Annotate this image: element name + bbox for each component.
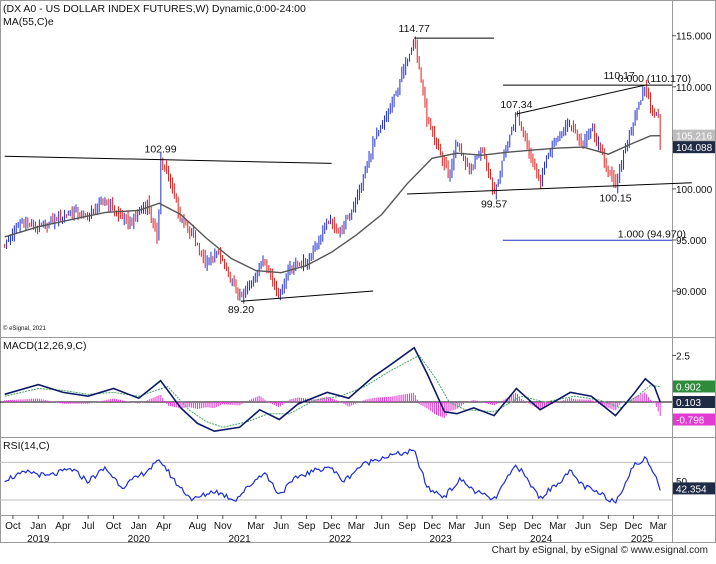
x-month-label: Nov [214,521,232,532]
ma-value-tag-bg [673,129,715,142]
x-month-label: Mar [650,521,668,532]
x-month-label: Oct [106,521,122,532]
x-month-label: Jun [575,521,591,532]
trendline [407,182,692,195]
x-month-label: Jun [374,521,390,532]
macd-histogram [4,392,661,419]
price-annotation: 102.99 [145,143,177,155]
x-month-label: Dec [423,521,441,532]
macd-y-tick-label: 2.5 [676,351,690,362]
price-y-tick-label: 100.000 [676,185,713,196]
x-month-label: Sep [398,521,416,532]
macd-line [4,346,661,433]
price-y-tick-label: 90.000 [676,287,707,298]
x-month-label: Jun [273,521,289,532]
macd-value-tag-bg [673,413,715,426]
x-year-label: 2019 [27,534,50,545]
price-chart-title: (DX A0 - US DOLLAR INDEX FUTURES,W) Dyna… [3,3,306,15]
x-month-label: Dec [524,521,542,532]
macd-value-tag: -0.798 [676,415,705,426]
ma-indicator-label: MA(55,C)e [3,16,54,28]
price-candles [4,36,661,304]
price-y-tick-label: 115.000 [676,32,712,43]
x-month-label: Jun [474,521,490,532]
x-month-label: Jul [82,521,95,532]
ma-line [4,135,661,274]
x-month-label: Jan [30,521,46,532]
x-month-label: Mar [549,521,567,532]
x-month-label: Sep [298,521,316,532]
price-watermark: © eSignal, 2021 [3,325,46,332]
macd-title: MACD(12,26,9,C) [3,340,86,352]
rsi-title: RSI(14,C) [3,440,50,452]
x-year-label: 2024 [530,534,553,545]
rsi-value-tag-bg [673,482,715,495]
x-year-label: 2025 [631,534,654,545]
fib-level-label: 1.000 (94.970) [618,228,686,240]
footer-credit: Chart by eSignal, by eSignal © www.esign… [491,545,708,556]
price-annotation: 110.17 [603,70,634,82]
macd-signal-line [4,354,661,428]
price-annotation: 89.20 [228,304,254,316]
price-y-tick-label: 95.000 [676,236,707,247]
x-month-label: Apr [55,521,71,532]
x-month-label: Oct [5,521,21,532]
x-month-label: Apr [156,521,172,532]
price-annotation: 99.57 [481,198,507,210]
macd-value-tag: 0.103 [676,398,701,409]
macd-value-tag: 0.902 [676,382,701,393]
macd-value-tag-bg [673,396,715,409]
price-value-tag: 104.088 [676,143,713,154]
x-year-label: 2022 [329,534,352,545]
price-y-tick-label: 110.000 [676,83,712,94]
trendline [240,290,374,302]
fib-level-label: 0.000 (110.170) [618,73,691,85]
trendline [516,84,646,115]
macd-value-tag-bg [673,380,715,393]
trendline [4,155,332,164]
x-year-label: 2021 [228,534,251,545]
price-annotation: 107.34 [500,99,532,111]
x-month-label: Dec [323,521,341,532]
x-year-label: 2020 [128,534,151,545]
x-month-label: Sep [599,521,617,532]
x-year-label: 2023 [430,534,453,545]
x-month-label: Mar [448,521,466,532]
footer: Chart by eSignal, by eSignal © www.esign… [0,543,716,559]
x-month-label: Aug [189,521,207,532]
x-month-label: Sep [499,521,517,532]
price-annotation: 100.15 [599,192,631,204]
rsi-value-tag: 42.354 [676,484,707,495]
price-value-tag-bg [673,141,715,154]
rsi-line [4,448,661,504]
x-month-label: Jan [131,521,147,532]
price-annotation: 114.77 [399,23,430,35]
x-month-label: Mar [348,521,366,532]
x-month-label: Mar [247,521,265,532]
x-month-label: Dec [625,521,643,532]
ma-value-tag: 105.216 [676,132,713,143]
